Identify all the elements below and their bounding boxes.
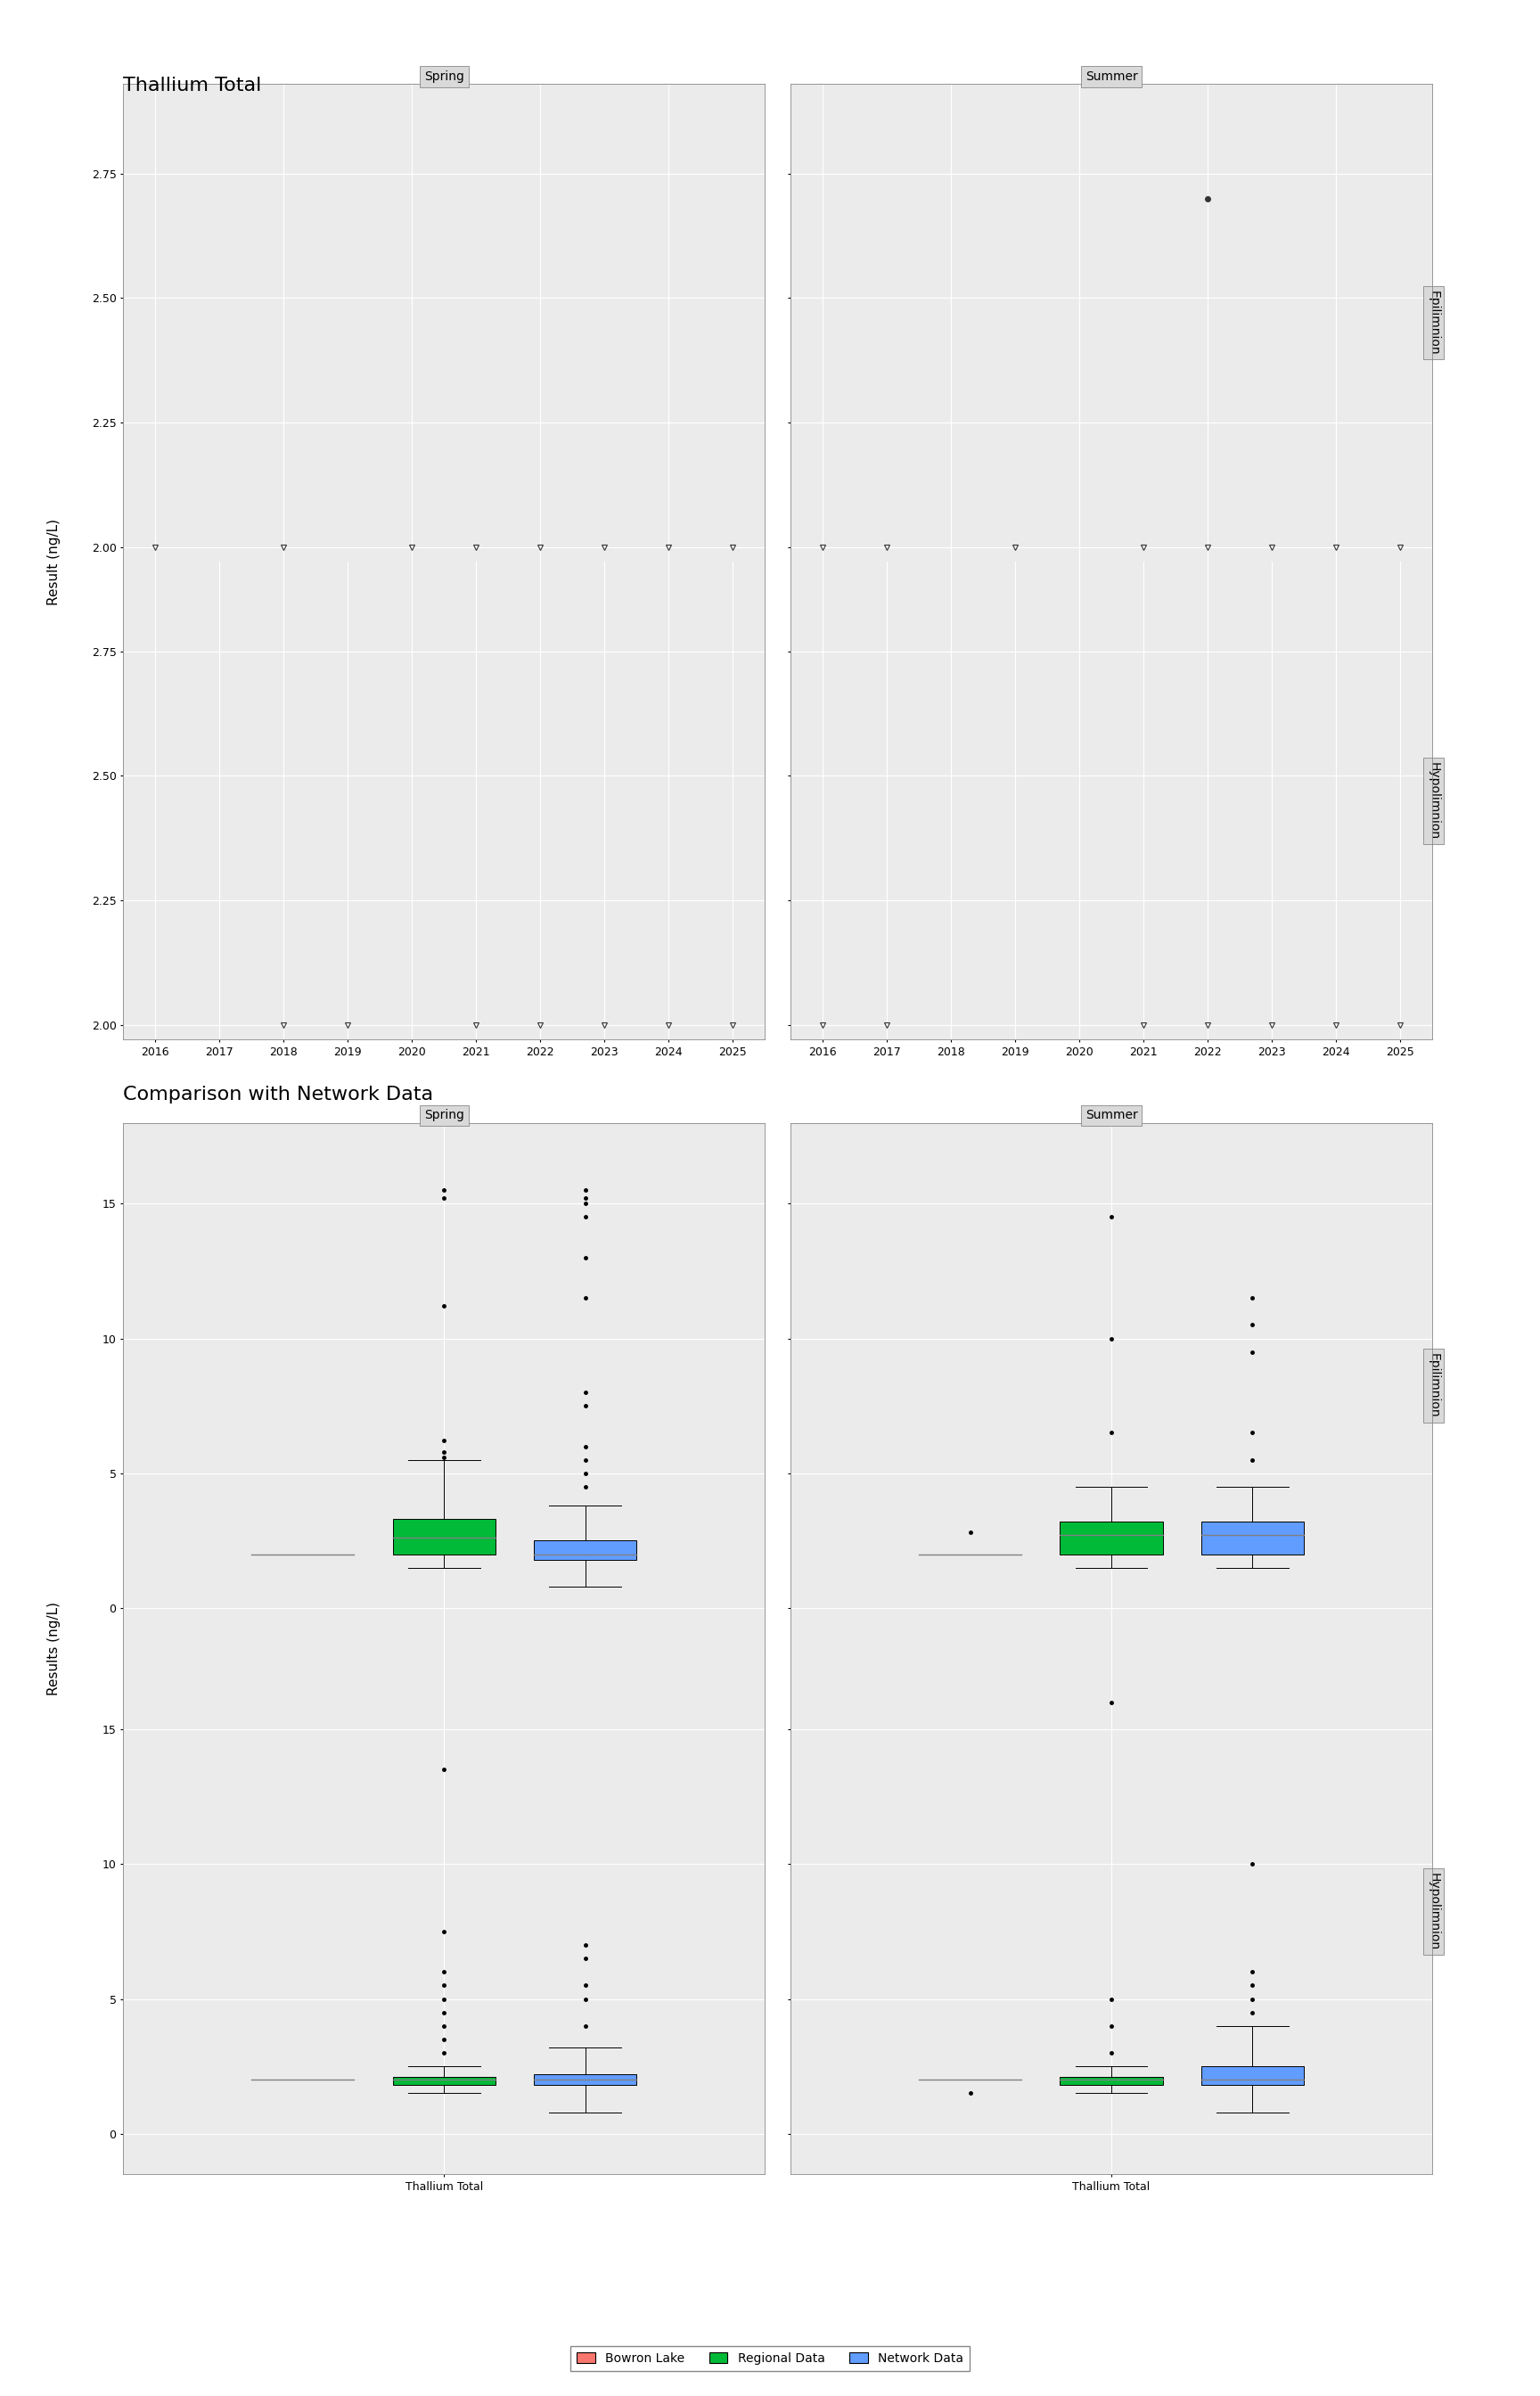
Bar [393,2077,496,2085]
Y-axis label: Hypolimnion: Hypolimnion [1428,762,1440,839]
Bar [1060,2077,1163,2085]
Text: Result (ng/L): Result (ng/L) [48,518,60,606]
Title: Spring: Spring [424,69,464,84]
Bar [1201,1521,1304,1555]
Title: Summer: Summer [1086,69,1138,84]
Bar [1201,2065,1304,2085]
Y-axis label: Hypolimnion: Hypolimnion [1428,1874,1440,1950]
Bar [534,2075,636,2085]
Title: Spring: Spring [424,1109,464,1121]
Text: Thallium Total: Thallium Total [123,77,262,93]
Title: Summer: Summer [1086,1109,1138,1121]
Y-axis label: Epilimnion: Epilimnion [1428,290,1440,355]
Y-axis label: Epilimnion: Epilimnion [1428,1354,1440,1418]
Text: Comparison with Network Data: Comparison with Network Data [123,1085,433,1105]
Bar [393,1519,496,1555]
Bar [1060,1521,1163,1555]
Text: Results (ng/L): Results (ng/L) [48,1601,60,1696]
Legend: Bowron Lake, Regional Data, Network Data: Bowron Lake, Regional Data, Network Data [570,2346,970,2370]
Bar [534,1541,636,1560]
